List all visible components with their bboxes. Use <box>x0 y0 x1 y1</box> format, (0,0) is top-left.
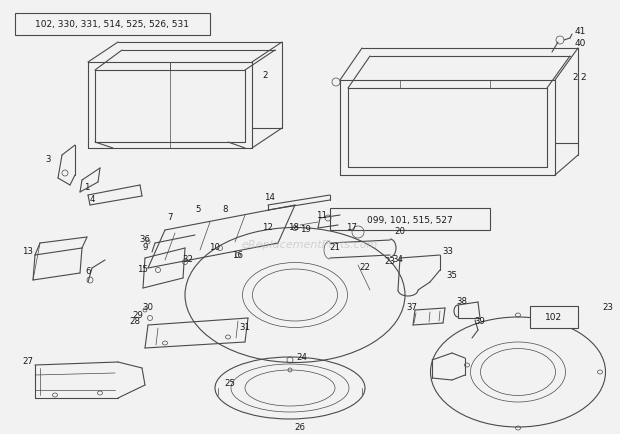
Text: 12: 12 <box>262 224 273 233</box>
Text: 10: 10 <box>210 243 221 253</box>
Text: 39: 39 <box>474 318 485 326</box>
Text: 19: 19 <box>299 226 311 234</box>
Text: 16: 16 <box>232 250 244 260</box>
Text: 31: 31 <box>239 323 250 332</box>
FancyBboxPatch shape <box>330 208 490 230</box>
Text: eReplacementParts.com: eReplacementParts.com <box>242 240 378 250</box>
Text: 4: 4 <box>89 195 95 204</box>
Text: 29: 29 <box>133 310 143 319</box>
Text: 9: 9 <box>143 243 148 253</box>
Text: 099, 101, 515, 527: 099, 101, 515, 527 <box>367 216 453 224</box>
Text: 25: 25 <box>224 378 236 388</box>
Text: 15: 15 <box>138 266 149 274</box>
Text: 33: 33 <box>443 247 453 256</box>
Text: 2: 2 <box>262 70 268 79</box>
FancyBboxPatch shape <box>15 13 210 35</box>
Text: 23: 23 <box>603 303 614 312</box>
Text: 24: 24 <box>296 354 308 362</box>
Text: 13: 13 <box>22 247 33 256</box>
Text: 7: 7 <box>167 214 173 223</box>
Text: 27: 27 <box>22 358 33 366</box>
Text: 2: 2 <box>572 73 578 82</box>
FancyBboxPatch shape <box>530 306 578 328</box>
Text: 41: 41 <box>575 27 587 36</box>
Text: 34: 34 <box>392 256 404 264</box>
Text: 26: 26 <box>294 424 306 433</box>
Text: 22: 22 <box>360 263 371 273</box>
Text: 5: 5 <box>195 206 201 214</box>
Text: 20: 20 <box>394 227 405 237</box>
Text: 21: 21 <box>329 243 340 253</box>
Text: 17: 17 <box>347 224 358 233</box>
Text: 3: 3 <box>45 155 51 164</box>
Text: 1: 1 <box>84 184 90 193</box>
Text: 30: 30 <box>143 303 154 312</box>
Text: 36: 36 <box>140 236 151 244</box>
Text: 35: 35 <box>446 270 458 279</box>
Text: 6: 6 <box>86 267 91 276</box>
Text: 28: 28 <box>130 318 141 326</box>
Text: 38: 38 <box>456 297 467 306</box>
Text: 23: 23 <box>384 257 396 266</box>
Text: 2: 2 <box>580 73 586 82</box>
Text: 102, 330, 331, 514, 525, 526, 531: 102, 330, 331, 514, 525, 526, 531 <box>35 20 189 29</box>
Text: 32: 32 <box>182 256 193 264</box>
Text: 11: 11 <box>316 210 327 220</box>
Text: 8: 8 <box>222 206 228 214</box>
Text: 14: 14 <box>265 194 275 203</box>
Text: 102: 102 <box>546 313 562 322</box>
Text: 40: 40 <box>575 39 587 49</box>
Text: 37: 37 <box>407 303 417 312</box>
Text: 18: 18 <box>288 223 299 231</box>
